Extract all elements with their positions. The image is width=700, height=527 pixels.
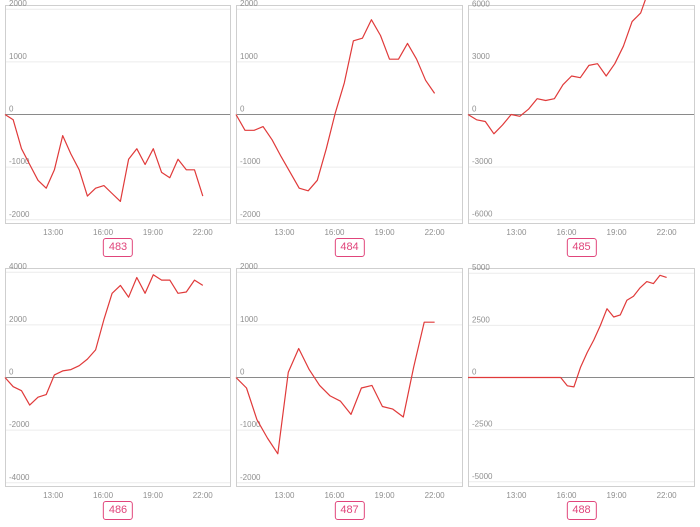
- x-tick-label: 13:00: [274, 491, 295, 500]
- y-tick-label: -2000: [240, 473, 261, 482]
- chart-svg: 2000 1000 0 -1000 -2000 13:00 16:00 19:00 22:00: [4, 0, 231, 237]
- y-tick-label: 2000: [9, 0, 27, 8]
- chart-svg: 6000 3000 0 -3000 -6000 13:00 16:00 19:00 22:00: [467, 0, 695, 237]
- x-tick-label: 19:00: [607, 228, 628, 237]
- y-tick-label: 6000: [472, 0, 490, 8]
- x-tick-label: 16:00: [556, 228, 577, 237]
- chart-label-badge[interactable]: 487: [334, 501, 365, 520]
- x-tick-label: 22:00: [657, 228, 678, 237]
- chart-label-badge[interactable]: 483: [102, 238, 134, 257]
- series-line: [235, 321, 435, 455]
- y-tick-label: 2000: [240, 0, 258, 8]
- series-line: [4, 274, 204, 406]
- x-tick-label: 19:00: [607, 491, 628, 500]
- y-tick-label: 0: [472, 368, 477, 377]
- chart-panel-486: 4000 2000 0 -2000 -4000 13:00 16:00 19:00 22:00 4…: [4, 262, 231, 527]
- x-tick-label: 13:00: [43, 491, 64, 500]
- y-tick-label: -3000: [472, 157, 493, 166]
- y-tick-label: 0: [9, 105, 14, 114]
- y-tick-label: -1000: [240, 157, 261, 166]
- series-line: [468, 274, 667, 388]
- x-tick-label: 16:00: [93, 491, 114, 500]
- y-tick-label: -2000: [9, 420, 30, 429]
- y-tick-label: 2500: [472, 315, 490, 324]
- chart-panel-487: 2000 1000 0 -1000 -2000 13:00 16:00 19:00 22:00 4…: [235, 262, 463, 527]
- series-line: [4, 113, 204, 202]
- chart-svg: 2000 1000 0 -1000 -2000 13:00 16:00 19:00 22:00: [235, 262, 463, 500]
- x-tick-label: 13:00: [274, 228, 295, 237]
- y-tick-label: -2000: [240, 210, 261, 219]
- y-tick-label: 4000: [9, 262, 27, 271]
- y-tick-label: 0: [9, 368, 14, 377]
- y-tick-label: 1000: [240, 52, 258, 61]
- y-tick-label: -2000: [9, 210, 30, 219]
- y-tick-label: -1000: [9, 157, 30, 166]
- x-tick-label: 13:00: [43, 228, 64, 237]
- series-line: [467, 0, 646, 135]
- chart-label-badge[interactable]: 485: [566, 238, 597, 257]
- x-tick-label: 19:00: [375, 491, 396, 500]
- y-tick-label: 0: [472, 105, 477, 114]
- y-tick-label: 0: [240, 368, 245, 377]
- x-tick-label: 16:00: [93, 228, 114, 237]
- y-tick-label: 1000: [240, 315, 258, 324]
- y-tick-label: -5000: [472, 472, 493, 481]
- chart-svg: 2000 1000 0 -1000 -2000 13:00 16:00 19:00 22:00: [235, 0, 463, 237]
- x-tick-label: 22:00: [657, 491, 678, 500]
- x-tick-label: 16:00: [556, 491, 577, 500]
- y-tick-label: -4000: [9, 473, 30, 482]
- x-tick-label: 16:00: [324, 491, 345, 500]
- chart-panel-488: 5000 2500 0 -2500 -5000 13:00 16:00 19:00 22:00 4…: [467, 263, 695, 527]
- x-tick-label: 19:00: [375, 228, 396, 237]
- y-tick-label: -2500: [472, 420, 493, 429]
- y-tick-label: -6000: [472, 210, 493, 219]
- x-tick-label: 22:00: [193, 228, 214, 237]
- series-line: [235, 19, 436, 192]
- y-tick-label: 2000: [240, 262, 258, 271]
- y-tick-label: 5000: [472, 263, 490, 272]
- chart-panel-485: 6000 3000 0 -3000 -6000 13:00 16:00 19:00 22:00 4…: [467, 0, 695, 264]
- y-tick-label: 3000: [472, 52, 490, 61]
- chart-label-badge[interactable]: 484: [334, 238, 365, 257]
- y-tick-label: 2000: [9, 315, 27, 324]
- chart-svg: 4000 2000 0 -2000 -4000 13:00 16:00 19:00 22:00: [4, 262, 231, 500]
- x-tick-label: 22:00: [193, 491, 214, 500]
- chart-panel-483: 2000 1000 0 -1000 -2000 13:00 16:00 19:00 22:00 4…: [4, 0, 231, 264]
- y-tick-label: 1000: [9, 52, 27, 61]
- chart-label-badge[interactable]: 486: [102, 501, 134, 520]
- x-tick-label: 13:00: [506, 491, 527, 500]
- chart-panel-484: 2000 1000 0 -1000 -2000 13:00 16:00 19:00 22:00 4…: [235, 0, 463, 264]
- y-tick-label: -1000: [240, 420, 261, 429]
- x-tick-label: 22:00: [425, 228, 446, 237]
- x-tick-label: 13:00: [506, 228, 527, 237]
- x-tick-label: 19:00: [143, 491, 164, 500]
- x-tick-label: 19:00: [143, 228, 164, 237]
- chart-svg: 5000 2500 0 -2500 -5000 13:00 16:00 19:00 22:00: [467, 263, 695, 500]
- y-tick-label: 0: [240, 105, 245, 114]
- x-tick-label: 22:00: [425, 491, 446, 500]
- chart-label-badge[interactable]: 488: [566, 501, 597, 520]
- x-tick-label: 16:00: [324, 228, 345, 237]
